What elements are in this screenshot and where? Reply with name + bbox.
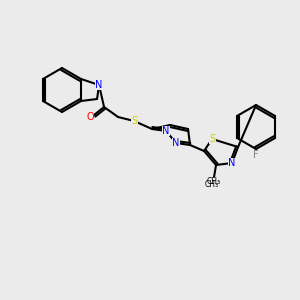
Text: F: F [253,150,259,160]
Text: N: N [95,80,103,90]
Text: S: S [131,116,137,126]
Text: N: N [162,126,170,136]
Text: CH₃: CH₃ [207,178,221,187]
Text: N: N [172,138,180,148]
Text: S: S [209,134,215,144]
Text: N: N [228,158,236,168]
Text: CH₃: CH₃ [205,180,219,189]
Text: O: O [86,112,94,122]
